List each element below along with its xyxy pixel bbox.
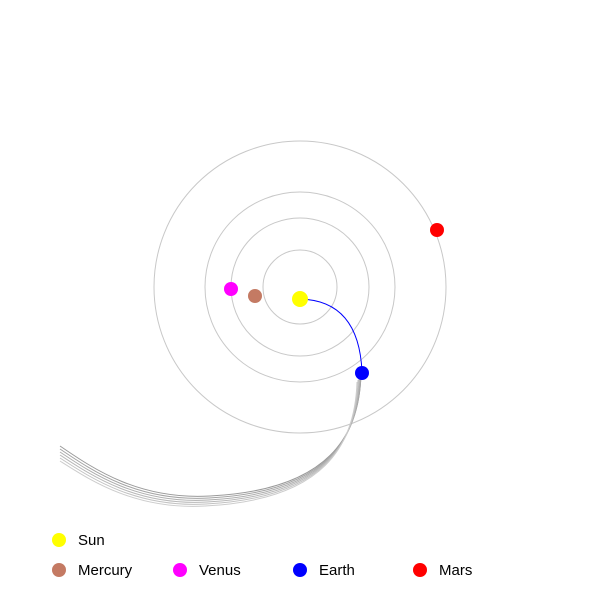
mars-orbit	[153, 140, 447, 434]
earth-path	[299, 298, 363, 373]
venus-orbit	[230, 217, 370, 357]
earth-orbit	[204, 191, 396, 383]
legend-label-mercury: Mercury	[78, 561, 133, 579]
legend-label-earth: Earth	[319, 561, 355, 579]
mars-body	[430, 223, 444, 237]
venus-swatch-icon	[173, 563, 187, 577]
earth-body	[355, 366, 369, 380]
mercury-orbit	[262, 249, 338, 325]
legend-label-venus: Venus	[199, 561, 241, 579]
legend-item-earth: Earth	[293, 560, 355, 580]
legend-label-sun: Sun	[78, 531, 105, 549]
sun-trail	[59, 371, 362, 507]
sun-body	[292, 291, 308, 307]
legend-item-venus: Venus	[173, 560, 241, 580]
earth-swatch-icon	[293, 563, 307, 577]
legend-item-mars: Mars	[413, 560, 472, 580]
venus-body	[224, 282, 238, 296]
legend: Sun Mercury Venus Earth Mars	[52, 530, 572, 590]
legend-item-mercury: Mercury	[52, 560, 132, 580]
legend-item-sun: Sun	[52, 530, 105, 550]
legend-label-mars: Mars	[439, 561, 473, 579]
mercury-swatch-icon	[52, 563, 66, 577]
mars-swatch-icon	[413, 563, 427, 577]
mercury-body	[248, 289, 262, 303]
sun-swatch-icon	[52, 533, 66, 547]
